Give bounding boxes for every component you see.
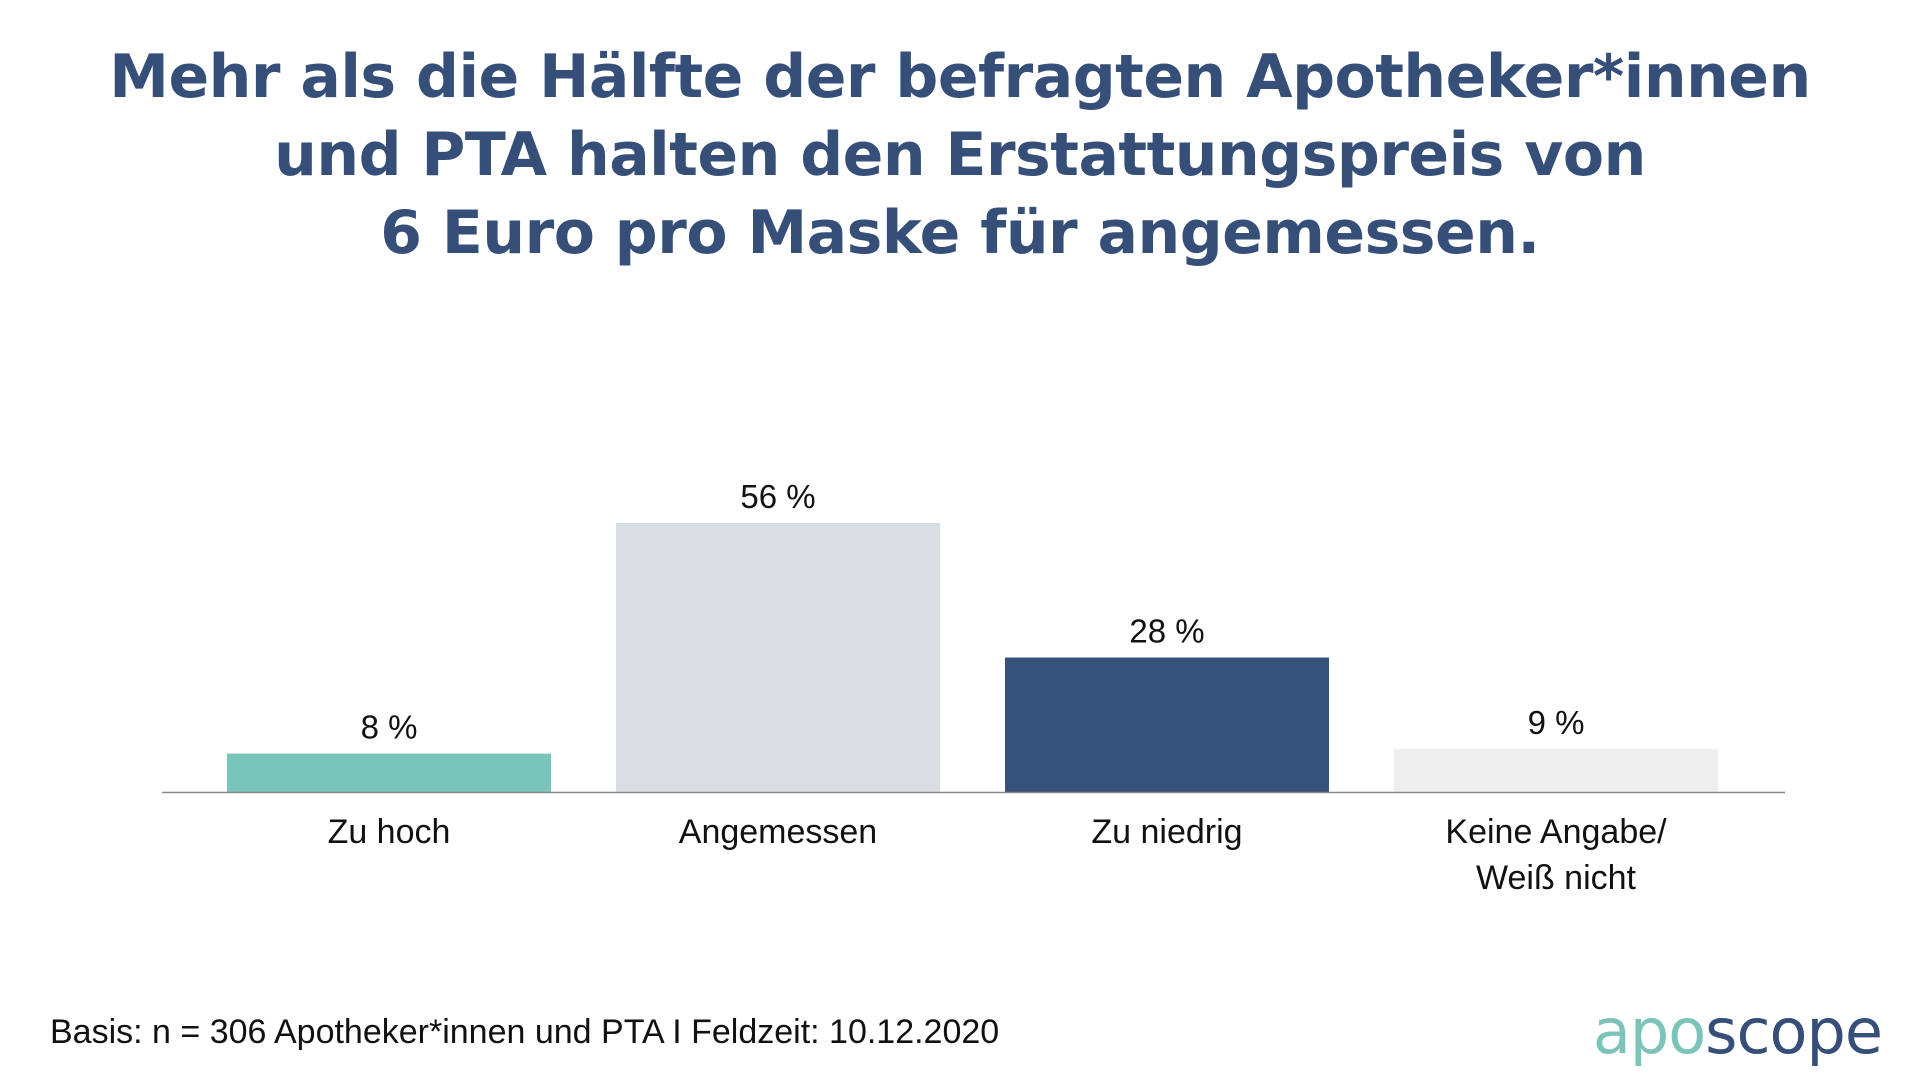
category-label-4-line-2: Weiß nicht [1476, 859, 1637, 897]
category-label-2: Angemessen [679, 813, 877, 851]
category-label-1-line-1: Zu hoch [328, 813, 451, 851]
category-label-4-line-1: Keine Angabe/ [1445, 813, 1667, 851]
footer-basis-note: Basis: n = 306 Apotheker*innen und PTA I… [50, 1013, 1000, 1051]
value-label-3: 28 % [1129, 613, 1204, 650]
value-label-1: 8 % [361, 709, 418, 746]
logo-part-scope: scope [1705, 995, 1883, 1068]
value-label-2: 56 % [740, 478, 815, 515]
chart-title: Mehr als die Hälfte der befragten Apothe… [60, 38, 1860, 272]
category-label-3: Zu niedrig [1091, 813, 1242, 851]
bar-4 [1394, 748, 1718, 792]
category-label-1: Zu hoch [328, 813, 451, 851]
bar-3 [1005, 657, 1329, 792]
bar-2 [616, 523, 940, 792]
bar-1 [227, 753, 551, 792]
aposcope-logo: aposcope [1592, 995, 1883, 1068]
chart-title-line-3: 6 Euro pro Maske für angemessen. [380, 198, 1540, 268]
category-label-4: Keine Angabe/Weiß nicht [1445, 813, 1667, 897]
value-label-4: 9 % [1528, 704, 1585, 741]
logo-part-apo: apo [1592, 995, 1706, 1068]
chart-title-line-2: und PTA halten den Erstattungspreis von [274, 120, 1646, 190]
category-label-2-line-1: Angemessen [679, 813, 877, 851]
category-label-3-line-1: Zu niedrig [1091, 813, 1242, 851]
chart-title-line-1: Mehr als die Hälfte der befragten Apothe… [109, 42, 1811, 112]
